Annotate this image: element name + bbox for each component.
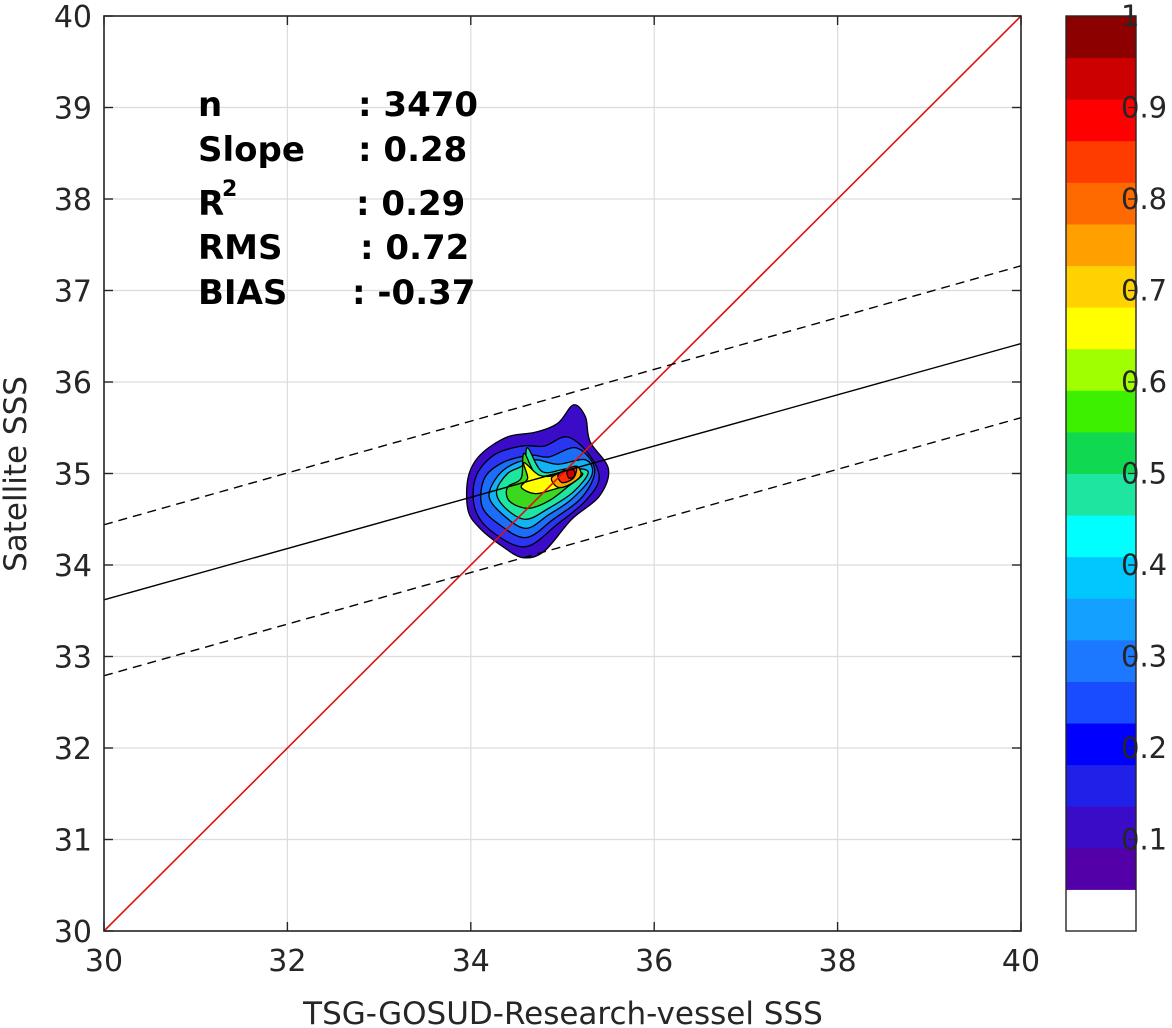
colorbar-segment bbox=[1066, 223, 1136, 267]
density-contours bbox=[465, 404, 610, 559]
colorbar-segment bbox=[1066, 889, 1136, 932]
x-tick-label: 32 bbox=[268, 944, 306, 979]
y-tick-label: 34 bbox=[54, 549, 92, 584]
colorbar-segment bbox=[1066, 473, 1136, 516]
colorbar-segment bbox=[1066, 598, 1136, 641]
colorbar-segment bbox=[1066, 307, 1136, 350]
colorbar-ticks: 0.1 0.2 0.3 0.4 0.5 0.6 0.7 0.8 0.9 1 bbox=[1121, 0, 1167, 857]
x-axis-ticks: 30 32 34 36 38 40 bbox=[85, 16, 1040, 979]
y-tick-label: 33 bbox=[54, 641, 92, 676]
y-tick-label: 32 bbox=[54, 732, 92, 767]
y-tick-label: 35 bbox=[54, 458, 92, 493]
x-axis-label: TSG-GOSUD-Research-vessel SSS bbox=[302, 996, 823, 1028]
reference-lines bbox=[103, 15, 1022, 932]
colorbar-segment bbox=[1066, 556, 1136, 599]
colorbar-segment bbox=[1066, 390, 1136, 433]
stat-bias-label: BIAS bbox=[198, 273, 287, 313]
y-tick-label: 38 bbox=[54, 183, 92, 218]
y-tick-label: 31 bbox=[54, 824, 92, 859]
y-tick-label: 30 bbox=[54, 915, 92, 950]
y-tick-label: 36 bbox=[54, 366, 92, 401]
stat-rms-value: : 0.72 bbox=[360, 228, 469, 268]
colorbar-tick-label: 1 bbox=[1121, 0, 1139, 33]
colorbar-segment bbox=[1066, 99, 1136, 142]
colorbar-segment bbox=[1066, 16, 1136, 59]
colorbar-tick-label: 0.4 bbox=[1121, 548, 1167, 582]
x-tick-label: 30 bbox=[85, 944, 123, 979]
colorbar-tick-label: 0.2 bbox=[1121, 731, 1167, 765]
stat-r2-value: : 0.29 bbox=[356, 184, 465, 224]
confidence-line-0 bbox=[103, 265, 1022, 526]
stat-r2-label: R bbox=[198, 184, 224, 224]
stat-rms-label: RMS bbox=[198, 228, 283, 268]
colorbar-segment bbox=[1066, 847, 1136, 890]
identity-line bbox=[103, 15, 1022, 932]
stat-n-label: n bbox=[198, 85, 222, 125]
colorbar-segment bbox=[1066, 764, 1136, 807]
x-tick-label: 36 bbox=[635, 944, 673, 979]
colorbar-tick-label: 0.5 bbox=[1121, 457, 1167, 491]
stat-bias-value: : -0.37 bbox=[352, 273, 475, 313]
colorbar-tick-label: 0.6 bbox=[1121, 365, 1167, 399]
colorbar-tick-label: 0.8 bbox=[1121, 182, 1167, 216]
y-tick-label: 37 bbox=[54, 275, 92, 310]
x-tick-label: 38 bbox=[819, 944, 857, 979]
colorbar-tick-label: 0.7 bbox=[1121, 274, 1167, 308]
contour-level-9 bbox=[566, 468, 576, 479]
y-tick-label: 39 bbox=[54, 92, 92, 127]
colorbar-segment bbox=[1066, 723, 1136, 766]
colorbar-segment bbox=[1066, 681, 1136, 724]
regression-line bbox=[103, 342, 1022, 601]
colorbar-segment bbox=[1066, 806, 1136, 849]
colorbar-segment bbox=[1066, 140, 1136, 183]
colorbar-tick-label: 0.1 bbox=[1121, 823, 1167, 857]
stats-box: n : 3470 Slope : 0.28 R 2 : 0.29 RMS : 0… bbox=[198, 85, 478, 313]
y-axis-label: Satellite SSS bbox=[0, 376, 34, 572]
stat-r2-superscript: 2 bbox=[222, 177, 237, 202]
colorbar-segment bbox=[1066, 431, 1136, 474]
colorbar-segment bbox=[1066, 182, 1136, 225]
x-tick-label: 40 bbox=[1002, 944, 1040, 979]
colorbar-segment bbox=[1066, 348, 1136, 391]
x-tick-label: 34 bbox=[452, 944, 490, 979]
colorbar-segment bbox=[1066, 515, 1136, 558]
colorbar-segment bbox=[1066, 639, 1136, 682]
y-axis-ticks: 30 31 32 33 34 35 36 37 38 39 40 bbox=[54, 0, 1021, 950]
colorbar-segment bbox=[1066, 57, 1136, 100]
colorbar-tick-label: 0.3 bbox=[1121, 640, 1167, 674]
stat-slope-value: : 0.28 bbox=[358, 130, 467, 170]
colorbar-tick-label: 0.9 bbox=[1121, 91, 1167, 125]
colorbar bbox=[1065, 15, 1137, 932]
stat-slope-label: Slope bbox=[198, 130, 305, 170]
confidence-line-1 bbox=[103, 417, 1022, 677]
colorbar-segment bbox=[1066, 265, 1136, 308]
y-tick-label: 40 bbox=[54, 0, 92, 35]
stat-n-value: : 3470 bbox=[358, 85, 478, 125]
